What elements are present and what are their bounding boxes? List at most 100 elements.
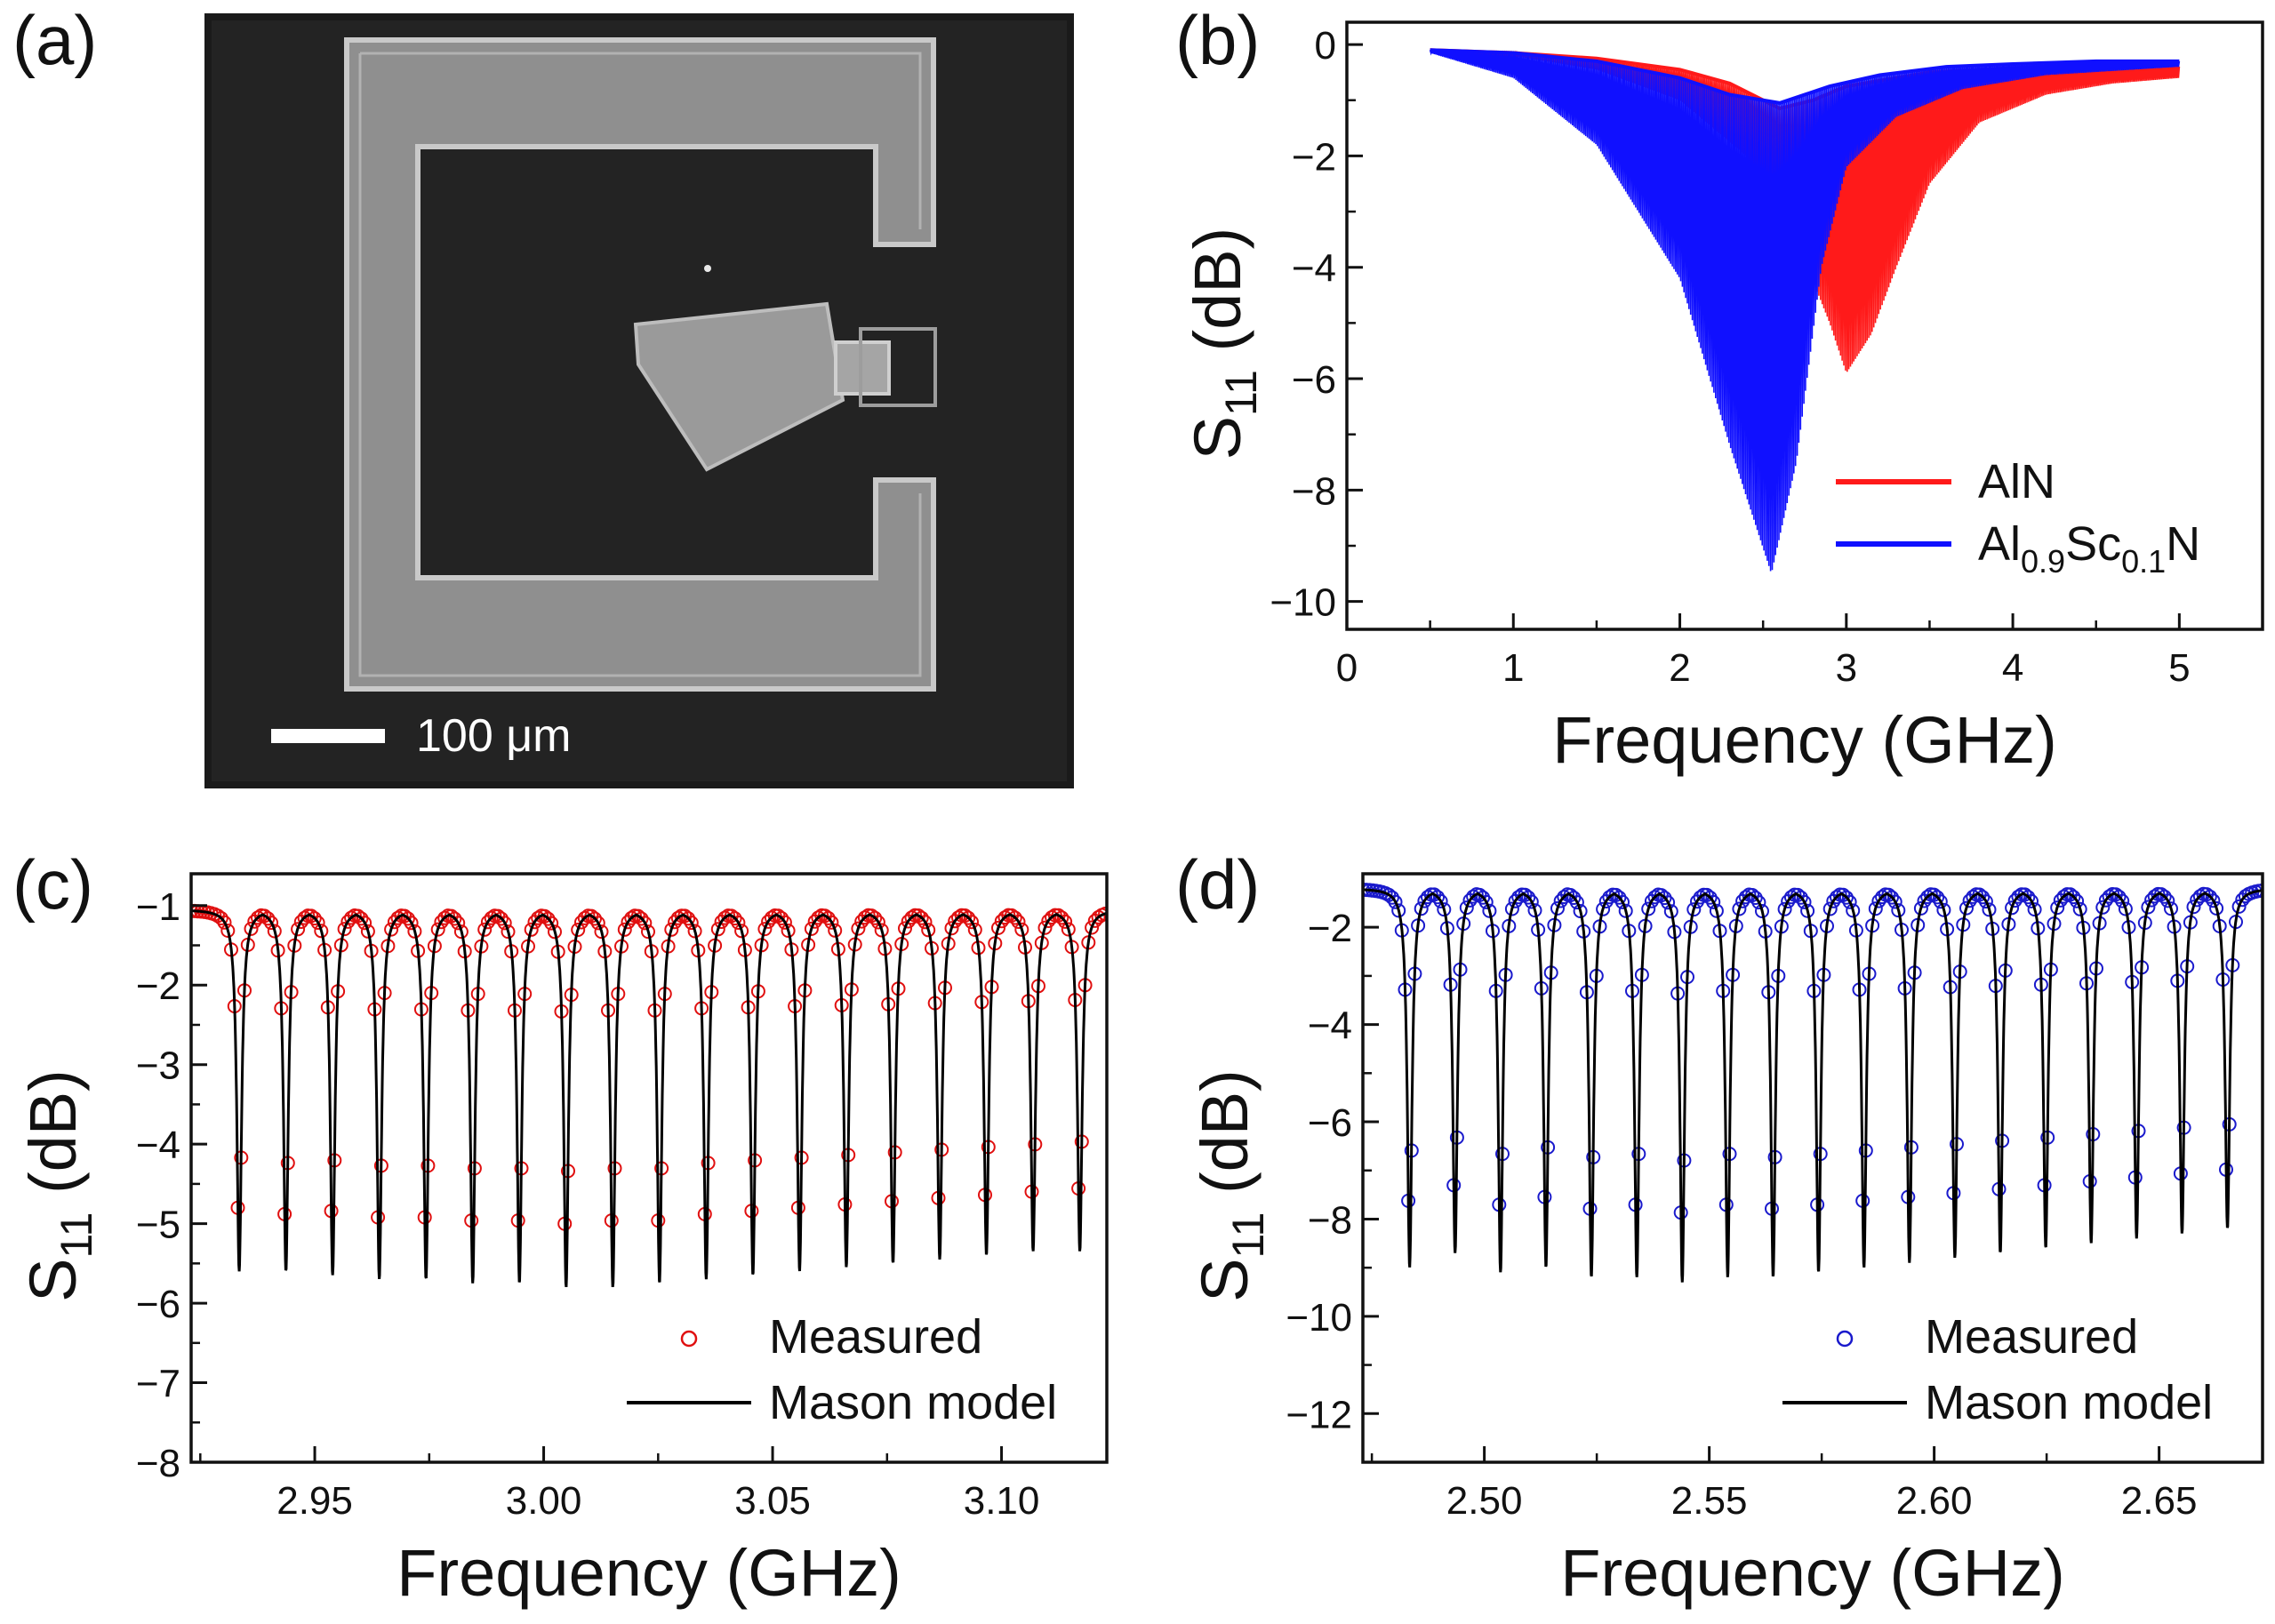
measured-point xyxy=(1602,890,1617,905)
measured-point xyxy=(961,910,976,925)
panel-b: (b) 0 1 2 3 4 5 0 −2 −4 −6 −8 −10 Frequency (GHz) S11… xyxy=(1175,1,2264,777)
measured-point xyxy=(1054,910,1069,925)
measured-point xyxy=(874,923,889,938)
measured-point xyxy=(811,910,826,925)
y-tick-label: −2 xyxy=(1308,907,1352,950)
measured-point xyxy=(451,916,466,931)
measured-point xyxy=(1755,904,1769,918)
measured-point xyxy=(1433,893,1448,908)
measured-point xyxy=(904,910,919,925)
measured-point xyxy=(914,910,929,925)
y-label-main: S xyxy=(1181,416,1254,460)
x-tick-label: 5 xyxy=(2168,646,2190,690)
measured-point xyxy=(1838,890,1854,905)
measured-point xyxy=(1504,901,1519,916)
measured-point xyxy=(213,911,228,925)
measured-point xyxy=(1959,900,1974,916)
measured-point xyxy=(2102,889,2117,904)
measured-point xyxy=(1527,903,1542,918)
y-label-subscript: 11 xyxy=(52,1212,101,1259)
measured-point xyxy=(1414,901,1429,916)
measured-point xyxy=(857,910,872,925)
measured-point xyxy=(1550,900,1565,916)
measured-point xyxy=(717,910,733,925)
measured-point xyxy=(1663,904,1678,919)
measured-point xyxy=(1091,909,1106,924)
measured-point xyxy=(484,910,499,925)
x-tick-label: 3.10 xyxy=(964,1479,1040,1523)
measured-point xyxy=(1011,915,1026,929)
measured-point xyxy=(781,924,796,938)
measured-point xyxy=(354,911,369,926)
measured-point xyxy=(524,922,539,937)
measured-point xyxy=(670,910,685,925)
x-tick-label: 2.50 xyxy=(1446,1479,1523,1523)
legend-label-alscn: Al0.9Sc0.1N xyxy=(1978,517,2200,580)
measured-point xyxy=(453,924,469,940)
measured-point xyxy=(1830,890,1844,905)
measured-point xyxy=(404,916,419,931)
measured-point xyxy=(731,916,746,930)
measured-point xyxy=(1388,894,1403,909)
y-label-rest: (dB) xyxy=(1181,228,1254,370)
x-tick-label: 3.00 xyxy=(506,1479,582,1523)
plot-frame xyxy=(1361,872,2264,1464)
panel-d: (d) 2.50 2.55 2.60 2.65 −2 −4 −6 −8 −10 −12 Freque… xyxy=(1175,845,2264,1610)
panel-b-label: (b) xyxy=(1175,1,1260,79)
y-tick-label: −3 xyxy=(136,1044,180,1088)
measured-point xyxy=(244,921,259,936)
measured-point xyxy=(2056,889,2071,904)
y-tick-label: −4 xyxy=(1308,1004,1352,1048)
measured-point xyxy=(390,910,405,925)
measured-point xyxy=(291,922,306,937)
measured-point xyxy=(588,911,602,926)
y-tick-label: −8 xyxy=(136,1442,180,1485)
measured-point xyxy=(1800,903,1815,918)
measured-point xyxy=(868,910,883,925)
measured-point xyxy=(637,916,653,931)
y-label-main: S xyxy=(16,1258,90,1301)
measured-point xyxy=(1573,904,1588,918)
measured-point xyxy=(944,921,959,936)
y-label-main: S xyxy=(1188,1258,1262,1301)
legend: Measured Mason model xyxy=(627,1310,1057,1429)
measured-point xyxy=(2192,889,2207,904)
measured-point xyxy=(898,921,912,936)
y-tick-label: −10 xyxy=(1270,581,1336,625)
y-label-rest: (dB) xyxy=(16,1069,90,1212)
measured-point xyxy=(734,924,749,939)
measured-point xyxy=(851,921,866,936)
plot-frame xyxy=(1345,20,2264,631)
measured-point xyxy=(1738,890,1753,905)
measured-point xyxy=(501,924,516,940)
legend-n: N xyxy=(2166,517,2200,571)
measured-point xyxy=(430,922,445,937)
y-label-subscript: 11 xyxy=(1223,1212,1273,1259)
measured-point xyxy=(2005,900,2020,916)
measured-point xyxy=(2024,893,2039,908)
measured-point xyxy=(1797,894,1812,909)
measured-point xyxy=(1391,903,1406,918)
measured-point xyxy=(1936,902,1951,917)
measured-point xyxy=(1014,922,1029,937)
measured-point xyxy=(497,916,512,931)
model-line xyxy=(1363,888,2263,1283)
measured-point xyxy=(1875,890,1890,905)
measured-point xyxy=(544,916,559,931)
measured-point xyxy=(774,911,789,925)
panel-a-label: (a) xyxy=(12,1,97,79)
ground-electrode xyxy=(344,37,936,692)
y-tick-label: −10 xyxy=(1286,1296,1352,1340)
measured-point xyxy=(764,910,779,925)
legend-label-measured: Measured xyxy=(1925,1310,2138,1364)
measured-point xyxy=(1421,890,1435,905)
measured-point xyxy=(965,915,979,930)
measured-point xyxy=(921,923,936,938)
measured-point xyxy=(1045,910,1060,924)
measured-point xyxy=(447,911,462,926)
measured-point xyxy=(804,921,819,936)
measured-point xyxy=(1511,890,1526,905)
x-tick-label: 1 xyxy=(1502,646,1524,690)
y-axis-label: S11 (dB) xyxy=(16,1069,101,1302)
